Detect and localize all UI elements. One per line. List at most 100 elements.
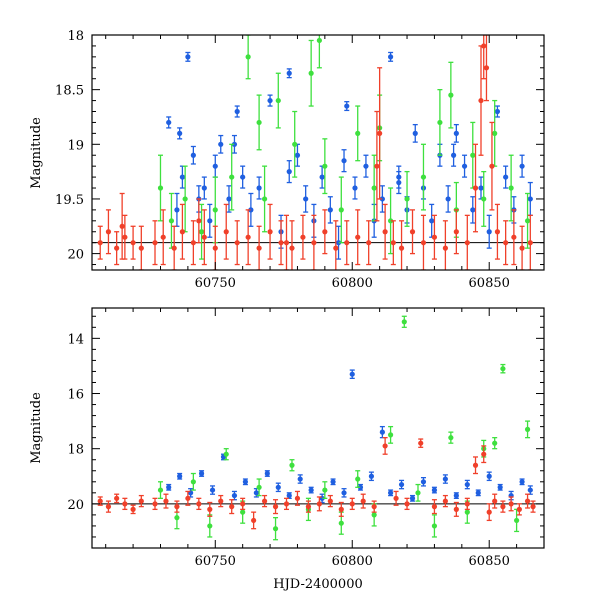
top-panel-red-marker [256, 245, 262, 251]
top-panel-green-point [420, 143, 427, 211]
bottom-panel-red-point [261, 494, 268, 508]
top-panel-green-point [437, 89, 443, 156]
bottom-panel-red-marker [283, 501, 290, 507]
bottom-panel-red-point [530, 500, 536, 513]
top-panel-red-marker [171, 245, 177, 251]
top-panel-red-point [472, 143, 479, 233]
top-panel-blue-marker [303, 196, 309, 202]
top-panel-red-point [377, 67, 383, 200]
bottom-panel-red-marker [114, 495, 120, 501]
top-panel-red-marker [267, 229, 273, 235]
top-panel-green-point [316, 35, 322, 69]
top-panel-green-marker [508, 185, 514, 191]
top-panel-green-marker [387, 218, 394, 224]
top-panel-green-point [481, 170, 487, 227]
bottom-panel-red-marker [229, 504, 235, 510]
bottom-panel-red-marker [382, 443, 388, 449]
bottom-panel-blue-marker [198, 470, 205, 477]
bottom-panel-red-point [152, 497, 158, 511]
top-panel-data [92, 35, 544, 270]
top-panel-green-point [448, 61, 454, 129]
bottom-panel-red-marker [163, 498, 169, 504]
bottom-panel-red-marker [349, 501, 355, 507]
top-panel-red-marker [278, 240, 284, 246]
bottom-panel-blue-point [368, 471, 375, 482]
top-panel-green-marker [275, 97, 281, 104]
top-panel-green-point [292, 110, 298, 178]
bottom-panel-green-marker [401, 319, 407, 325]
top-panel-blue-marker [396, 179, 402, 186]
bottom-panel-blue-point [420, 477, 427, 487]
top-panel-red-marker [223, 229, 229, 235]
bottom-panel-red-marker [305, 504, 312, 510]
top-panel-blue-point [179, 165, 185, 189]
top-panel-blue-marker [248, 207, 254, 213]
top-panel-blue-point [218, 134, 224, 154]
top-panel-blue-marker [478, 185, 484, 191]
bottom-panel-blue-marker [297, 476, 303, 482]
top-panel-red-point [105, 209, 112, 255]
top-panel-red-marker [483, 65, 490, 71]
top-panel-blue-marker [234, 108, 240, 115]
top-panel-red-marker [179, 229, 185, 235]
top-panel-red-point [278, 220, 284, 266]
bottom-panel-red-point [371, 500, 377, 513]
bottom-panel-blue-marker [368, 473, 375, 479]
bottom-panel-green-point [322, 481, 328, 499]
bottom-panel-data [92, 315, 544, 541]
bottom-panel-green-marker [240, 509, 246, 515]
top-panel-blue-marker [470, 207, 476, 213]
top-panel-red-marker [472, 185, 479, 191]
top-panel-green-point [338, 176, 344, 244]
bottom-panel-blue-marker [409, 495, 416, 501]
top-panel-blue-point [387, 51, 394, 62]
bottom-panel-blue-point [166, 483, 172, 491]
bottom-panel-red-point [294, 490, 301, 506]
bottom-panel-red-marker [453, 506, 459, 512]
bottom-panel-green-point [524, 420, 531, 439]
bottom-panel-green-marker [256, 484, 262, 490]
top-panel-green-point [261, 165, 268, 233]
bottom-panel-blue-point [486, 471, 492, 482]
top-panel-green-marker [168, 218, 175, 224]
top-panel-red-point [374, 110, 380, 222]
top-panel-red-point [245, 209, 251, 266]
bottom-panel-green-marker [464, 509, 470, 515]
bottom-panel-red-point [196, 497, 202, 511]
bottom-panel-green-point [256, 478, 262, 497]
bottom-panel-red-point [240, 497, 246, 511]
top-panel-y-tick-label: 18 [67, 29, 84, 44]
bottom-panel-blue-marker [242, 479, 249, 485]
top-panel-green-marker [212, 207, 218, 213]
top-panel-red-point [527, 214, 533, 270]
top-panel-red-point [160, 209, 166, 266]
bottom-panel-green-point [190, 472, 196, 491]
bottom-panel-green-marker [492, 440, 498, 446]
top-panel-red-marker [453, 229, 459, 235]
top-panel-blue-marker [412, 130, 418, 136]
top-panel-green-marker [292, 141, 298, 147]
bottom-panel-red-point [338, 501, 344, 517]
top-panel-blue-point [352, 176, 358, 200]
bottom-panel-blue-marker [253, 490, 259, 496]
bottom-panel-green-point [514, 508, 520, 533]
top-panel-red-point [420, 214, 427, 270]
bottom-panel-blue-point [464, 479, 470, 490]
top-panel-blue-marker [379, 196, 385, 202]
bottom-panel-red-marker [327, 498, 333, 504]
bottom-panel-blue-marker [166, 484, 172, 490]
bottom-panel-green-point [387, 425, 394, 444]
top-panel-blue-point [363, 154, 369, 178]
bottom-panel-red-marker [218, 498, 224, 504]
top-panel-blue-point [286, 160, 292, 184]
bottom-panel-green-marker [223, 451, 229, 457]
bottom-panel-red-point [472, 456, 479, 475]
top-panel-red-marker [519, 245, 525, 251]
top-panel-blue-marker [231, 141, 238, 147]
bottom-panel-blue-marker [398, 481, 405, 488]
bottom-panel-blue-point [475, 489, 481, 497]
bottom-panel-green-marker [524, 426, 531, 432]
bottom-panel-blue-marker [497, 484, 503, 490]
bottom-panel-blue-marker [387, 490, 394, 496]
